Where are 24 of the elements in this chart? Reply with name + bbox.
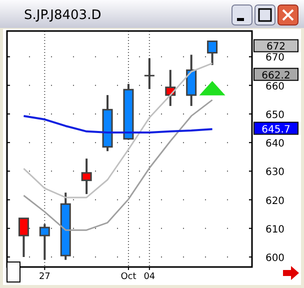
y-tick-label: 660	[265, 81, 285, 92]
chart-title: S.JP.J8403.D	[24, 8, 102, 23]
y-tick-label: 670	[265, 52, 285, 64]
candlestick	[39, 223, 50, 261]
y-tick-label: 600	[265, 252, 285, 264]
candlestick	[81, 158, 92, 196]
line-series	[22, 99, 214, 231]
candlestick	[165, 68, 176, 107]
candlestick	[18, 217, 29, 258]
candlestick	[144, 57, 156, 90]
line-series	[22, 114, 214, 134]
y-tick-label: 650	[265, 110, 285, 121]
text: 672	[266, 42, 286, 53]
x-tick-label: 04	[144, 272, 156, 282]
text: 645.7	[262, 124, 290, 136]
y-tick-label: 610	[265, 224, 285, 236]
y-tick-label: 640	[265, 138, 285, 150]
candlestick	[207, 40, 218, 66]
x-tick-label: Oct	[120, 272, 137, 282]
text: 662.2	[262, 70, 290, 82]
y-tick-label: 630	[265, 167, 285, 178]
line-series	[22, 62, 214, 198]
y-tick-label: 620	[265, 196, 285, 207]
x-tick-label: 27	[38, 272, 50, 282]
